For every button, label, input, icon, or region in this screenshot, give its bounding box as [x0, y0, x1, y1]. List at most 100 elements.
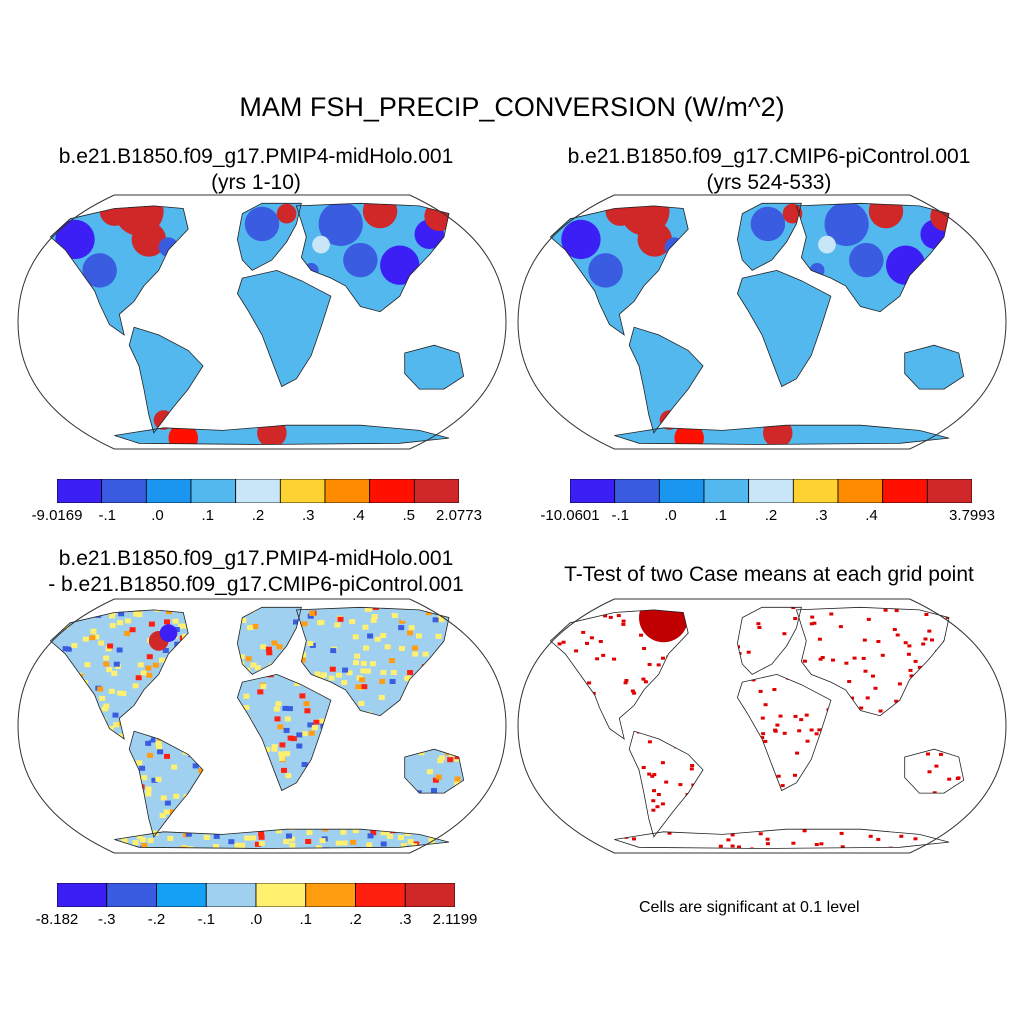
colorbar-box: [101, 479, 147, 503]
map-border: [17, 194, 507, 450]
coastline-au: [404, 748, 465, 794]
colorbar-box: [57, 883, 108, 907]
panel-3-title: b.e21.B1850.f09_g17.PMIP4-midHolo.001 - …: [10, 546, 502, 598]
colorbar-box: [305, 883, 356, 907]
coastline-na: [49, 609, 189, 740]
colorbar-label: -.1: [98, 507, 117, 524]
colorbar-box: [369, 479, 415, 503]
colorbar-label: 2.1199: [432, 911, 478, 928]
colorbar-box: [145, 479, 192, 503]
panel-4-map: [517, 598, 1007, 854]
coastline-an: [114, 424, 450, 445]
map-border: [517, 598, 1007, 854]
colorbar-label: .3: [398, 911, 412, 928]
colorbar-label: .0: [664, 507, 677, 524]
colorbar-label: .1: [299, 911, 313, 928]
panel-2-map: [517, 194, 1007, 450]
colorbar-label: -.1: [611, 507, 630, 524]
coastline-sa: [128, 326, 204, 434]
coastline-au: [904, 344, 965, 390]
colorbar-box: [792, 479, 839, 503]
colorbar-box: [614, 479, 660, 503]
coastline-af: [736, 673, 832, 792]
colorbar-label: -.1: [197, 911, 216, 928]
panel-1-title-line2: (yrs 1-10): [211, 171, 301, 194]
colorbar-box: [748, 479, 794, 503]
panel-1-colorbar: [57, 479, 459, 503]
panel-4-title: T-Test of two Case means at each grid po…: [514, 562, 1024, 588]
panel-2-title-line1: b.e21.B1850.f09_g17.CMIP6-piControl.001: [567, 145, 971, 168]
colorbar-label: -8.182: [35, 911, 79, 928]
coastline-sa: [628, 730, 704, 838]
coastline-an: [614, 424, 950, 445]
colorbar-box: [205, 883, 257, 907]
coastline-eu: [736, 606, 802, 675]
colorbar-label: .1: [201, 507, 215, 524]
panel-4-title-line1: T-Test of two Case means at each grid po…: [564, 563, 974, 586]
colorbar-box: [404, 883, 455, 907]
coastline-eu: [236, 606, 302, 675]
coastline-sa: [628, 326, 704, 434]
colorbar-box: [570, 479, 616, 503]
panel-2-colorbar: [570, 479, 972, 503]
colorbar-label: .2: [349, 911, 362, 928]
colorbar-box: [235, 479, 281, 503]
colorbar-box: [57, 479, 103, 503]
coastline-na: [549, 205, 689, 336]
colorbar-box: [324, 479, 371, 503]
colorbar-label: 2.0773: [436, 507, 482, 524]
colorbar-box: [413, 479, 459, 503]
panel-3-map: [17, 598, 507, 854]
coastline-as: [295, 202, 450, 313]
colorbar-box: [156, 883, 207, 907]
colorbar-label: -10.0601: [540, 507, 600, 524]
colorbar-label: .4: [352, 507, 365, 524]
coastline-au: [404, 344, 465, 390]
colorbar-label: .2: [251, 507, 265, 524]
coastline-as: [795, 606, 950, 717]
coastline-na: [549, 609, 689, 740]
colorbar-label: .1: [714, 507, 728, 524]
colorbar-label: -.3: [97, 911, 116, 928]
colorbar-box: [190, 479, 237, 503]
coastline-au: [904, 748, 965, 794]
coastline-eu: [236, 202, 302, 271]
map-border: [17, 598, 507, 854]
colorbar-label: 3.7993: [949, 507, 995, 524]
panel-1-map: [17, 194, 507, 450]
figure-title: MAM FSH_PRECIP_CONVERSION (W/m^2): [239, 92, 785, 122]
coastline-af: [236, 673, 332, 792]
panel-2-title: b.e21.B1850.f09_g17.CMIP6-piControl.001 …: [514, 144, 1024, 196]
colorbar-box: [837, 479, 884, 503]
panel-3-title-line2: - b.e21.B1850.f09_g17.CMIP6-piControl.00…: [48, 573, 464, 596]
colorbar-label: .2: [764, 507, 778, 524]
panel-1-title: b.e21.B1850.f09_g17.PMIP4-midHolo.001 (y…: [10, 144, 502, 196]
colorbar-box: [703, 479, 750, 503]
colorbar-box: [926, 479, 972, 503]
coastline-eu: [736, 202, 802, 271]
colorbar-box: [255, 883, 307, 907]
colorbar-label: .3: [814, 507, 828, 524]
colorbar-label: .4: [865, 507, 878, 524]
significance-note: Cells are significant at 0.1 level: [639, 899, 860, 916]
panel-2-title-line2: (yrs 524-533): [706, 171, 832, 194]
panel-1-title-line1: b.e21.B1850.f09_g17.PMIP4-midHolo.001: [58, 145, 454, 168]
coastline-an: [114, 828, 450, 849]
coastline-na: [49, 205, 189, 336]
colorbar-label: .3: [301, 507, 315, 524]
coastline-an: [614, 828, 950, 849]
colorbar-box: [279, 479, 326, 503]
colorbar-box: [355, 883, 406, 907]
panel-3-title-line1: b.e21.B1850.f09_g17.PMIP4-midHolo.001: [58, 547, 454, 570]
coastline-af: [736, 269, 832, 388]
panel-3-colorbar: [57, 883, 455, 907]
coastline-as: [295, 606, 450, 717]
colorbar-box: [658, 479, 705, 503]
colorbar-label: -9.0169: [31, 507, 83, 524]
colorbar-label: -.2: [147, 911, 166, 928]
colorbar-label: .5: [402, 507, 416, 524]
colorbar-label: .0: [249, 911, 263, 928]
colorbar-box: [882, 479, 928, 503]
map-border: [517, 194, 1007, 450]
coastline-as: [795, 202, 950, 313]
